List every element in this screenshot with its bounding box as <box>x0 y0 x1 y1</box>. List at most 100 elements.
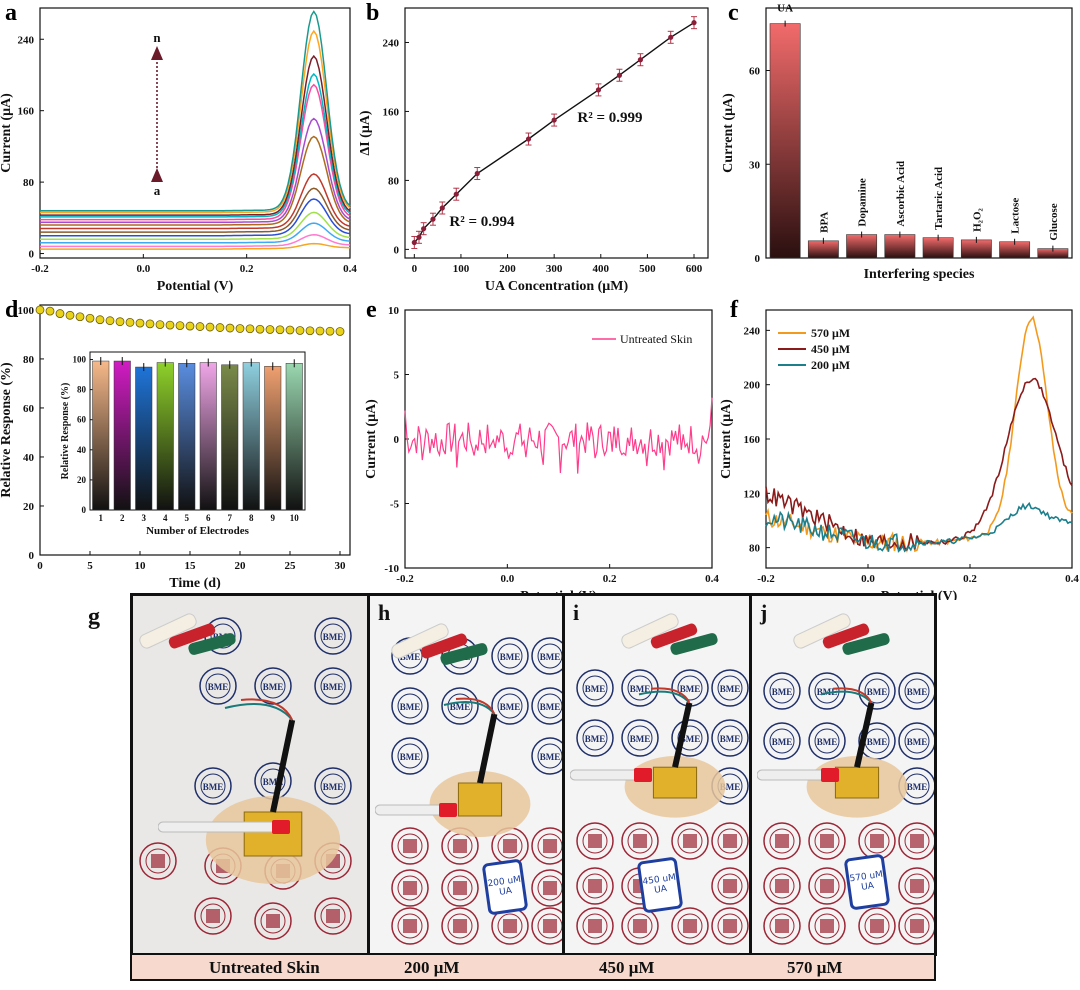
sample-tube-icon <box>375 803 457 817</box>
inset-bar-8 <box>242 362 260 511</box>
university-seal-icon <box>531 869 562 907</box>
voltammogram-6 <box>40 187 351 233</box>
x-tick-label: 500 <box>639 263 656 275</box>
data-point <box>439 205 445 211</box>
voltammogram-10 <box>40 83 351 221</box>
x-tick-label: 300 <box>546 263 563 275</box>
university-seal-icon <box>808 822 846 860</box>
inset-bar-10 <box>285 363 303 511</box>
data-point <box>525 136 532 142</box>
bme-stamp-icon: BME <box>314 667 352 705</box>
plot-frame <box>39 304 351 556</box>
svg-text:BME: BME <box>720 734 741 744</box>
university-seal-icon <box>763 822 801 860</box>
y-axis-label: Current (μA) <box>364 399 379 479</box>
photo-panel-letter: h <box>378 600 391 625</box>
stability-point <box>285 325 295 335</box>
y-tick-label: 5 <box>394 370 400 382</box>
photo-200uM: hBMEBMEBMEBMEBMEBMEBMEBMEBMEBME200 uM UA <box>367 593 565 956</box>
bme-stamp-icon: BME <box>621 719 659 757</box>
bar-label-4: Ascorbic Acid <box>895 161 907 227</box>
svg-text:BME: BME <box>400 702 421 712</box>
panel-f-skin-samples: -0.20.00.20.480120160200240Potential (V)… <box>719 309 1079 600</box>
bar-label-5: Tartaric Acid <box>933 167 945 230</box>
inset-x-tick-label: 4 <box>163 513 168 523</box>
stability-point <box>95 315 105 325</box>
inset-bar-7 <box>221 364 239 511</box>
university-seal-icon <box>576 907 614 945</box>
y-tick-label: 200 <box>744 380 761 392</box>
inset-y-tick-label: 40 <box>77 445 87 455</box>
arrow-head-up-icon <box>151 46 163 60</box>
stability-point <box>175 321 185 330</box>
caption-200: 200 μM <box>404 958 460 977</box>
stability-point <box>105 316 115 326</box>
stability-point <box>75 312 85 322</box>
university-seal-icon <box>808 867 846 905</box>
svg-text:BME: BME <box>585 734 606 744</box>
svg-text:BME: BME <box>772 737 793 747</box>
svg-text:BME: BME <box>323 782 344 792</box>
bme-stamp-icon: BME <box>199 667 237 705</box>
inset-bar-3 <box>135 366 153 511</box>
y-tick-label: 80 <box>23 177 35 189</box>
stability-point <box>135 318 145 328</box>
data-point <box>421 226 427 232</box>
y-tick-label: 240 <box>383 37 400 49</box>
sample-tube-icon <box>757 768 839 782</box>
stability-point <box>145 319 155 329</box>
photo-570uM: j BME BME BME BME BME BME BME BME BME 570 uM UA <box>749 593 937 956</box>
data-point <box>637 57 644 63</box>
svg-text:BME: BME <box>772 687 793 697</box>
svg-text:BME: BME <box>680 684 701 694</box>
photo-panel-letter: i <box>573 600 580 625</box>
voltammogram-5 <box>40 198 351 237</box>
stability-point <box>205 322 215 332</box>
svg-text:BME: BME <box>817 737 838 747</box>
x-tick-label: 600 <box>686 263 703 275</box>
data-point <box>551 117 557 123</box>
y-tick-label: 240 <box>18 34 35 46</box>
inset-bar-5 <box>178 363 196 511</box>
data-point <box>616 72 623 78</box>
stability-point <box>255 324 265 334</box>
sensor-device-icon <box>806 687 908 818</box>
stability-point <box>295 326 305 335</box>
university-seal-icon <box>576 822 614 860</box>
stability-point <box>315 326 325 336</box>
inset-x-tick-label: 9 <box>271 513 276 523</box>
x-tick-label: 5 <box>87 560 93 572</box>
stability-point <box>195 322 205 331</box>
y-tick-label: 0 <box>755 253 761 265</box>
inset-y-tick-label: 0 <box>82 505 87 515</box>
photo-caption-bar: Untreated Skin 200 μM 450 μM 570 μM <box>130 953 936 981</box>
panel-label-g: g <box>88 604 100 630</box>
y-tick-label: 0 <box>394 434 400 446</box>
plot-frame <box>765 7 1073 259</box>
svg-text:BME: BME <box>720 782 741 792</box>
svg-text:BME: BME <box>907 687 928 697</box>
x-tick-label: 0.2 <box>963 573 977 585</box>
bme-stamp-icon: BME <box>531 637 562 675</box>
stability-point <box>55 309 65 318</box>
x-tick-label: 400 <box>593 263 610 275</box>
bme-stamp-icon: BME <box>808 722 846 760</box>
y-tick-label: 0 <box>29 249 35 261</box>
svg-text:BME: BME <box>323 682 344 692</box>
panel-c-interference: 0 30 60 Current (μA) Interfering species UA BP… <box>721 3 1073 282</box>
svg-text:BME: BME <box>208 682 229 692</box>
inset-bar-1 <box>92 360 110 511</box>
svg-text:BME: BME <box>400 652 421 662</box>
x-tick-label: 0.2 <box>603 573 617 585</box>
svg-text:BME: BME <box>585 684 606 694</box>
bme-stamp-icon: BME <box>711 669 749 707</box>
legend-label-1: 570 μM <box>811 326 850 340</box>
panel-label-c: c <box>728 0 739 26</box>
bar-label-1: UA <box>777 3 793 15</box>
svg-text:BME: BME <box>540 752 561 762</box>
x-tick-label: 25 <box>285 560 297 572</box>
svg-text:BME: BME <box>907 782 928 792</box>
university-seal-icon <box>391 827 429 865</box>
x-tick-label: 0.2 <box>240 263 254 275</box>
